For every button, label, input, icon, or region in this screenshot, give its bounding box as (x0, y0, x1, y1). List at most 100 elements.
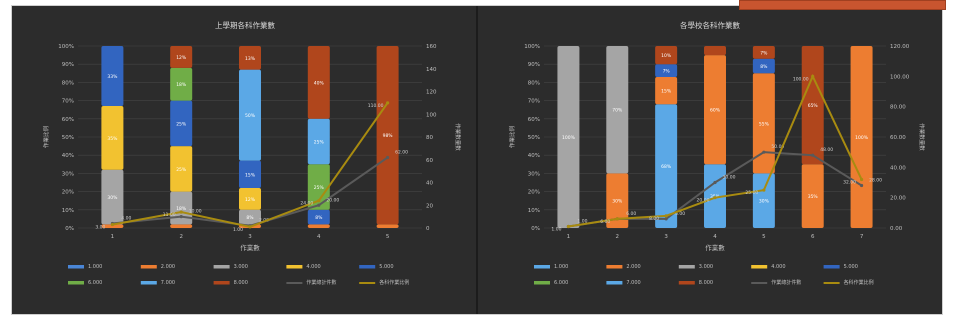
x-tick-label: 1 (567, 234, 571, 240)
bar-value-label: 30% (107, 195, 118, 201)
bar-segment (101, 46, 124, 107)
bar-value-label: 40% (314, 80, 325, 86)
legend-swatch (534, 281, 550, 285)
legend-label: 1.000 (554, 264, 568, 270)
bar-value-label: 25% (314, 140, 325, 146)
bar-value-label: 15% (245, 172, 256, 178)
line-point (713, 180, 717, 185)
bar-value-label: 8% (315, 215, 323, 221)
y-tick-label: 40% (528, 153, 540, 159)
bar-value-label: 60% (710, 108, 721, 114)
bar-value-label: 8% (760, 64, 768, 70)
bar-value-label: 13% (245, 56, 256, 62)
legend-swatch (140, 265, 157, 269)
bar-value-label: 12% (245, 197, 256, 203)
line-point (110, 222, 114, 227)
y2-tick-label: 20 (426, 203, 433, 209)
bar-segment (239, 46, 261, 70)
y2-tick-label: 160 (426, 44, 437, 50)
bar-segment (606, 46, 629, 174)
y2-tick-label: 100.00 (890, 74, 910, 80)
line-data-label: 6.00 (600, 219, 610, 225)
bar-value-label: 35% (808, 194, 819, 200)
y-tick-label: 60% (62, 117, 74, 123)
line-data-label: 25.00 (745, 190, 758, 196)
line-data-label: 50.00 (771, 144, 784, 150)
y-tick-label: 100% (58, 44, 74, 50)
x-axis-label: 作業數 (240, 243, 260, 252)
x-tick-label: 2 (179, 234, 183, 240)
x-tick-label: 2 (616, 234, 620, 240)
legend-label: 各科作業比例 (379, 279, 409, 286)
bar-segment (801, 46, 824, 165)
line-point (566, 224, 571, 229)
line-point (179, 215, 183, 219)
bar-segment (101, 106, 124, 170)
y-tick-label: 70% (62, 99, 74, 105)
line-data-label: 6.00 (675, 211, 685, 217)
bar-value-label: 33% (107, 74, 118, 80)
line-data-label: 110.00 (368, 103, 384, 109)
y-axis-label: 作業比例 (42, 126, 50, 149)
bar-segment (704, 46, 726, 56)
bar-segment (307, 46, 330, 119)
bar-segment (239, 160, 261, 188)
y2-tick-label: 80.00 (890, 105, 906, 111)
bar-segment (801, 164, 824, 228)
bar-value-label: 100% (855, 135, 869, 141)
line-data-label: 24.00 (300, 201, 313, 207)
legend-swatch (606, 281, 623, 285)
line-data-label: 30.00 (723, 175, 736, 181)
legend-label: 5.000 (844, 264, 858, 270)
legend-swatch (213, 281, 230, 285)
y-tick-label: 0% (65, 226, 74, 232)
line-data-label: 20.00 (697, 198, 710, 204)
legend-label: 6.000 (88, 280, 102, 286)
bar-value-label: 7% (760, 50, 768, 56)
legend-label: 6.000 (554, 280, 568, 286)
legend-label: 4.000 (771, 264, 785, 270)
line-point (664, 214, 668, 218)
line-data-label: 1.00 (233, 227, 243, 233)
legend-swatch (678, 265, 695, 269)
bar-segment (170, 224, 193, 228)
legend-label: 4.000 (306, 264, 320, 270)
line-point (664, 217, 668, 221)
bar-segment (239, 209, 261, 225)
y-tick-label: 50% (62, 135, 74, 141)
chart-image-frame: 上學期各科作業數 0% 10% 20% 30% 40% 50% 60% 70% 80% 90% 100… (12, 6, 942, 314)
line-data-label: 6.00 (626, 211, 636, 217)
bar-value-label: 100% (562, 135, 576, 141)
line-data-label: 62.00 (395, 149, 408, 155)
bar-value-label: 15% (661, 89, 672, 95)
bar-segment (376, 46, 399, 225)
line-point (248, 225, 252, 229)
x-tick-label: 3 (248, 234, 252, 240)
bar-value-label: 55% (759, 121, 770, 127)
line-point (859, 183, 864, 188)
x-tick-label: 1 (111, 234, 115, 240)
legend-label: 2.000 (161, 264, 175, 270)
y-tick-label: 30% (528, 171, 540, 177)
legend-label: 5.000 (379, 264, 393, 270)
bar-value-label: 8% (246, 215, 254, 221)
y2-tick-label: 0 (426, 226, 430, 232)
bar-segment (307, 118, 330, 165)
bar-segment (752, 46, 775, 59)
y-tick-label: 10% (62, 208, 74, 214)
bar-segment (376, 224, 399, 228)
y2-tick-label: 80 (426, 135, 433, 141)
chart-right-svg: 各學校各科作業數 0% 10% 20% 30% 40% 50% 60% 70% 80% 90% 100… (508, 20, 926, 286)
bar-segment (752, 58, 775, 74)
bar-value-label: 7% (663, 69, 671, 75)
x-tick-label: 5 (762, 234, 766, 240)
y-tick-label: 50% (528, 135, 540, 141)
x-tick-label: 4 (317, 234, 321, 240)
bar-segment (752, 173, 775, 228)
bar-value-label: 25% (314, 185, 325, 191)
legend-swatch (213, 265, 230, 269)
y2-tick-label: 40.00 (890, 165, 906, 171)
y2-tick-label: 120.00 (890, 44, 910, 50)
bar-value-label: 30% (612, 199, 623, 205)
y-axis-label: 作業比例 (508, 126, 516, 149)
